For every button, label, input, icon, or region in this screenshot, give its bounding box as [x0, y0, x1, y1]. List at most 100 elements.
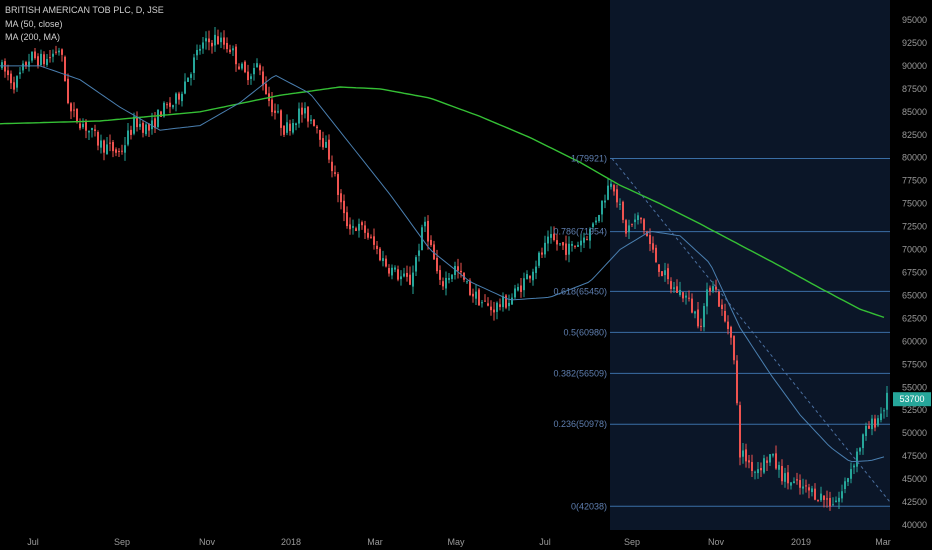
price-tick-label: 50000: [902, 428, 927, 438]
candle-body: [697, 309, 699, 327]
candle-body: [442, 281, 444, 287]
candle-body: [565, 243, 567, 255]
candle-body: [94, 129, 96, 131]
candle-body: [763, 458, 765, 473]
candle-body: [547, 236, 549, 244]
candle-body: [160, 111, 162, 117]
price-axis[interactable]: 95000 92500 90000 87500 85000 82500 80000 77500…: [902, 15, 927, 530]
candle-body: [769, 454, 771, 463]
candle-body: [352, 226, 354, 228]
ma200-line: [0, 86, 885, 319]
candle-body: [250, 76, 252, 79]
candle-body: [262, 71, 264, 86]
candle-body: [217, 36, 219, 45]
candle-body: [619, 203, 621, 205]
candle-body: [34, 51, 36, 59]
candle-body: [112, 142, 114, 152]
candle-body: [634, 219, 636, 223]
candle-body: [271, 99, 273, 113]
fib-level-label: 0.786(71954): [553, 227, 607, 237]
time-tick-label: Sep: [624, 537, 640, 547]
price-tick-label: 42500: [902, 497, 927, 507]
price-tick-label: 70000: [902, 245, 927, 255]
candle-body: [211, 42, 213, 47]
candle-body: [139, 123, 141, 127]
candle-body: [307, 106, 309, 122]
candle-body: [28, 61, 30, 67]
candle-body: [805, 485, 807, 487]
candle-body: [166, 104, 168, 106]
candle-body: [514, 288, 516, 298]
candle-body: [319, 129, 321, 140]
candle-body: [196, 50, 198, 56]
price-tick-label: 40000: [902, 520, 927, 530]
candle-body: [391, 267, 393, 276]
candle-body: [16, 76, 18, 88]
candle-body: [58, 50, 60, 53]
candle-body: [64, 56, 66, 82]
candle-body: [808, 487, 810, 491]
candle-body: [367, 232, 369, 238]
candle-body: [490, 306, 492, 311]
fib-level-label: 0.382(56509): [553, 368, 607, 378]
candle-body: [295, 123, 297, 126]
candle-body: [484, 300, 486, 302]
candle-body: [355, 228, 357, 231]
candle-body: [229, 49, 231, 53]
candle-body: [25, 62, 27, 67]
candle-body: [7, 70, 9, 76]
candle-body: [343, 200, 345, 214]
candle-body: [550, 234, 552, 238]
candle-body: [736, 360, 738, 404]
candle-body: [607, 185, 609, 200]
time-tick-label: Nov: [708, 537, 725, 547]
candle-body: [310, 119, 312, 121]
candle-body: [130, 129, 132, 135]
candle-body: [721, 304, 723, 309]
candle-body: [712, 286, 714, 292]
candle-body: [481, 302, 483, 304]
candle-body: [574, 245, 576, 247]
candle-body: [844, 481, 846, 490]
fibonacci-lines: [610, 157, 890, 507]
price-tick-label: 47500: [902, 451, 927, 461]
candle-body: [361, 222, 363, 226]
candle-body: [775, 453, 777, 469]
ma50-line: [0, 65, 885, 463]
fib-level-label: 0.5(60980): [563, 327, 607, 337]
candle-body: [661, 271, 663, 276]
candle-body: [823, 495, 825, 500]
candle-body: [349, 224, 351, 230]
candle-body: [100, 140, 102, 148]
candle-body: [688, 297, 690, 299]
candle-body: [337, 174, 339, 195]
time-tick-label: May: [447, 537, 465, 547]
price-tick-label: 77500: [902, 176, 927, 186]
candle-body: [652, 243, 654, 250]
time-tick-label: Nov: [199, 537, 216, 547]
candle-body: [406, 272, 408, 277]
candle-body: [280, 110, 282, 128]
candle-body: [424, 221, 426, 227]
candle-body: [754, 471, 756, 473]
candle-body: [874, 418, 876, 428]
candle-body: [796, 479, 798, 481]
candle-body: [739, 405, 741, 458]
candle-body: [448, 278, 450, 280]
candle-body: [568, 243, 570, 255]
time-axis[interactable]: Jul Sep Nov 2018 Mar May Jul Sep Nov 2019 Mar: [27, 537, 891, 547]
candle-body: [499, 304, 501, 307]
price-tick-label: 60000: [902, 336, 927, 346]
candle-body: [145, 124, 147, 135]
candle-body: [517, 287, 519, 291]
price-tick-label: 55000: [902, 382, 927, 392]
price-tick-label: 80000: [902, 153, 927, 163]
candle-body: [427, 220, 429, 242]
candle-body: [418, 250, 420, 256]
candle-body: [700, 325, 702, 327]
candle-body: [757, 469, 759, 474]
candle-body: [802, 486, 804, 489]
candle-body: [238, 66, 240, 70]
candle-body: [811, 488, 813, 493]
